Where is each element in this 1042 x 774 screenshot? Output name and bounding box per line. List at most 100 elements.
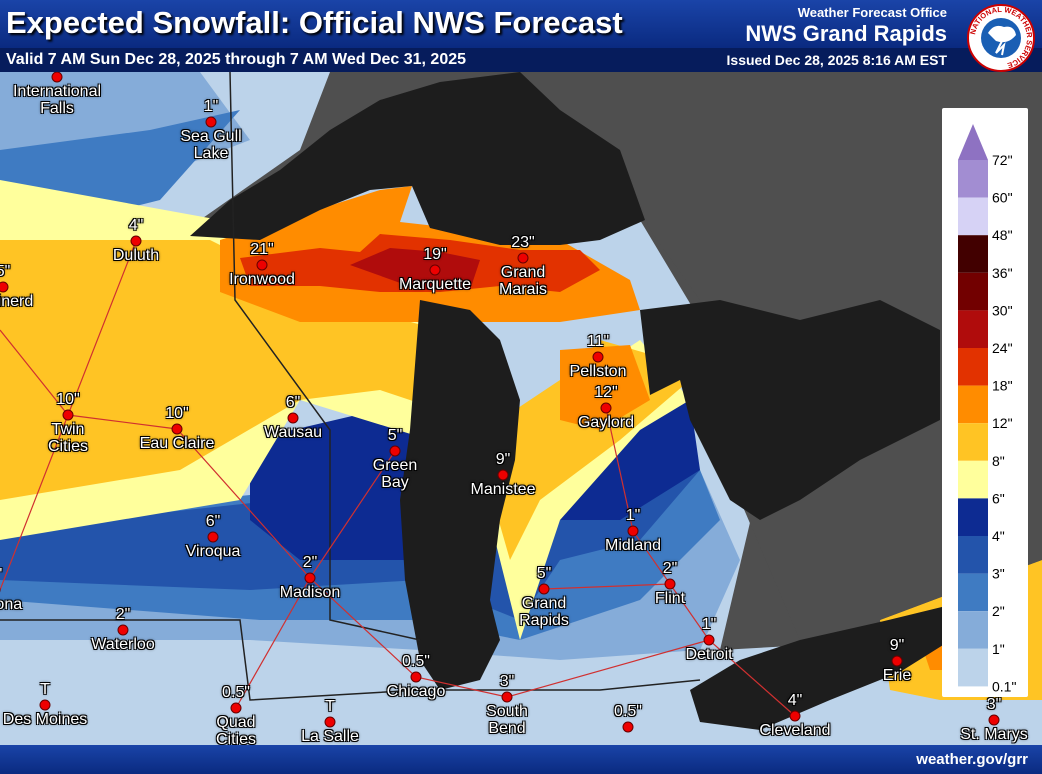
city-name: Duluth <box>112 247 160 264</box>
footer-bar: weather.gov/grr <box>0 745 1042 774</box>
city-dot <box>622 721 634 733</box>
legend-label: 6" <box>992 490 1005 506</box>
city-dot <box>703 634 715 646</box>
city-dot <box>410 671 422 683</box>
snow-amount: 2" <box>662 560 678 577</box>
city-dot <box>207 531 219 543</box>
city-name: Cleveland <box>759 722 831 739</box>
city-name: South Bend <box>486 703 528 737</box>
legend-label: 36" <box>992 265 1013 281</box>
legend-band <box>958 310 988 348</box>
legend-label: 8" <box>992 453 1005 469</box>
snow-amount: 19" <box>423 246 447 263</box>
snow-amount: 6" <box>285 394 301 411</box>
city-name: Pellston <box>569 363 627 380</box>
valid-period: Valid 7 AM Sun Dec 28, 2025 through 7 AM… <box>6 51 467 68</box>
snow-band <box>560 400 700 520</box>
city-dot <box>230 702 242 714</box>
city-dot <box>497 469 509 481</box>
city-name: International Falls <box>12 83 102 117</box>
city-dot <box>304 572 316 584</box>
city-dot <box>256 259 268 271</box>
snow-amount: 12" <box>594 384 618 401</box>
legend-label: 18" <box>992 378 1013 394</box>
snow-amount: 0.5" <box>614 703 642 720</box>
city-name: Grand Marais <box>498 264 547 298</box>
legend-label: 3" <box>992 566 1005 582</box>
city-dot <box>501 691 513 703</box>
city-dot <box>538 583 550 595</box>
city-name: Viroqua <box>185 543 241 560</box>
city-name: St. Marys <box>960 726 1028 743</box>
header-bar: Expected Snowfall: Official NWS Forecast… <box>0 0 1042 48</box>
city-name: Quad Cities <box>215 714 256 748</box>
city-name: Eau Claire <box>139 435 215 452</box>
office: NWS Grand Rapids <box>745 21 947 46</box>
state-border <box>229 71 421 641</box>
lake-erie <box>690 605 975 730</box>
legend-scale: 72" 60" 48" 36" 30" 24" 18" 12" 8" 6" 4" 3" 2" 1" 0.1" <box>958 124 1016 694</box>
legend-band <box>958 573 988 612</box>
snow-amount: 9" <box>495 451 511 468</box>
city-dot <box>62 409 74 421</box>
lake-huron <box>640 300 940 520</box>
legend-arrow <box>958 124 988 160</box>
city-name: Chicago <box>386 683 446 700</box>
city-name: Madison <box>279 584 341 601</box>
legend-label: 12" <box>992 415 1013 431</box>
legend-band <box>958 235 988 273</box>
legend-band <box>958 160 988 198</box>
footer-url: weather.gov/grr <box>916 751 1028 768</box>
city-name: Marquette <box>398 276 472 293</box>
city-dot <box>117 624 129 636</box>
snow-amount: 0.5" <box>222 684 250 701</box>
legend-band <box>958 611 988 649</box>
legend-label: 2" <box>992 603 1005 619</box>
legend-band <box>958 385 988 424</box>
subheader-bar: Valid 7 AM Sun Dec 28, 2025 through 7 AM… <box>0 48 1042 72</box>
city-dot <box>600 402 612 414</box>
snow-amount: 5" <box>536 565 552 582</box>
legend-band <box>958 536 988 574</box>
legend-label: 1" <box>992 641 1005 657</box>
city-name: Sea Gull Lake <box>180 128 242 162</box>
city-name: Erie <box>882 667 912 684</box>
snow-band <box>250 400 450 560</box>
legend-band <box>958 272 988 311</box>
city-dot <box>627 525 639 537</box>
legend-band <box>958 648 988 687</box>
snow-amount: 9" <box>889 637 905 654</box>
city-name: Waterloo <box>91 636 155 653</box>
city-dot <box>130 235 142 247</box>
city-dot <box>287 412 299 424</box>
legend-band <box>958 197 988 236</box>
legend-label: 72" <box>992 152 1013 168</box>
legend-label: 48" <box>992 227 1013 243</box>
city-dot <box>664 578 676 590</box>
city-name: Ironwood <box>229 271 295 288</box>
snow-amount: 3" <box>986 696 1002 713</box>
snow-band <box>560 345 650 430</box>
city-name: Grand Rapids <box>519 595 569 629</box>
snow-amount: 0.5" <box>402 653 430 670</box>
city-dot <box>324 716 336 728</box>
city-dot <box>891 655 903 667</box>
snow-amount: 1" <box>701 616 717 633</box>
snow-band <box>350 248 480 290</box>
snow-amount: 2" <box>115 606 131 623</box>
title: Expected Snowfall: Official NWS Forecast <box>6 5 623 40</box>
snow-amount: 3" <box>499 673 515 690</box>
city-dot <box>171 423 183 435</box>
legend-label: 0.1" <box>992 678 1016 694</box>
snow-amount: 23" <box>511 234 535 251</box>
snow-amount: 6" <box>205 513 221 530</box>
snow-band <box>0 240 690 560</box>
city-name: Brainerd <box>0 293 34 310</box>
issued-time: Issued Dec 28, 2025 8:16 AM EST <box>726 52 947 68</box>
lake-michigan <box>400 300 520 690</box>
snow-amount: 1" <box>625 507 641 524</box>
city-name: Green Bay <box>372 457 418 491</box>
legend-band <box>958 348 988 386</box>
